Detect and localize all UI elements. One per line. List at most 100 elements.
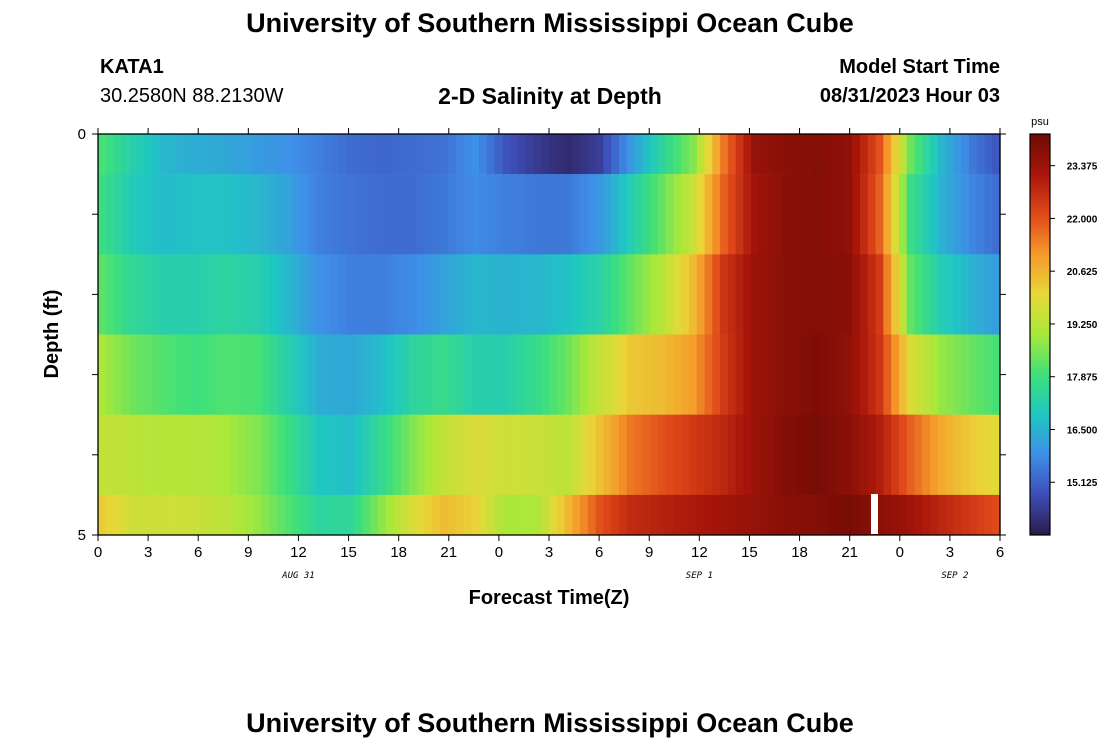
- heatmap-cell: [416, 174, 426, 255]
- heatmap-cell: [821, 334, 830, 415]
- heatmap-cell: [751, 134, 760, 175]
- heatmap-cell: [152, 414, 161, 496]
- heatmap-cell: [183, 134, 192, 175]
- heatmap-cell: [362, 414, 371, 496]
- heatmap-cell: [245, 494, 255, 536]
- colorbar-tick-label: 22.000: [1067, 214, 1098, 225]
- heatmap-cell: [502, 494, 511, 536]
- heatmap-cell: [479, 414, 488, 496]
- heatmap-cell: [424, 414, 433, 496]
- heatmap-cell: [401, 414, 410, 496]
- heatmap-cell: [696, 414, 706, 496]
- heatmap-cell: [346, 414, 356, 496]
- heatmap-cell: [704, 414, 713, 496]
- x-axis-title: Forecast Time(Z): [469, 587, 630, 609]
- heatmap-cell: [175, 134, 185, 175]
- heatmap-cell: [440, 134, 449, 175]
- heatmap-cell: [720, 494, 729, 536]
- heatmap-cell: [199, 494, 208, 536]
- heatmap-cell: [222, 494, 231, 536]
- model-start-value: 08/31/2023 Hour 03: [819, 85, 1000, 107]
- heatmap-cell: [626, 174, 636, 255]
- heatmap-cell: [688, 334, 698, 415]
- heatmap-cell: [813, 254, 822, 335]
- x-axis: 0 3 6 9 12 15 18 21 0 3 6 9 12 15 18 21 0 3 6 AUG 31 SEP 1 SE…: [94, 128, 1004, 581]
- heatmap-cell: [339, 414, 348, 496]
- heatmap-cell: [821, 414, 830, 496]
- heatmap-cell: [362, 174, 371, 255]
- heatmap-cell: [549, 254, 558, 335]
- heatmap-cell: [152, 494, 161, 536]
- heatmap-cell: [751, 334, 760, 415]
- heatmap-cell: [447, 254, 457, 335]
- heatmap-cell: [517, 134, 527, 175]
- heatmap-cell: [556, 174, 566, 255]
- heatmap-cell: [385, 254, 395, 335]
- heatmap-cell: [409, 494, 418, 536]
- heatmap-cell: [541, 334, 550, 415]
- heatmap-cell: [766, 494, 776, 536]
- heatmap-cell: [727, 334, 737, 415]
- heatmap-cell: [424, 134, 433, 175]
- heatmap-cell: [828, 414, 838, 496]
- heatmap-cell: [580, 174, 589, 255]
- heatmap-cell: [642, 254, 651, 335]
- heatmap-cell: [230, 334, 239, 415]
- heatmap-cell: [665, 494, 675, 536]
- heatmap-cell: [564, 134, 573, 175]
- heatmap-cell: [160, 334, 169, 415]
- heatmap-cell: [541, 254, 550, 335]
- heatmap-cell: [385, 494, 395, 536]
- x-tick-label: 18: [390, 544, 407, 561]
- heatmap-cell: [852, 414, 861, 496]
- heatmap-cell: [292, 174, 301, 255]
- heatmap-cell: [214, 174, 224, 255]
- heatmap-cell: [237, 254, 247, 335]
- heatmap-cell: [634, 414, 643, 496]
- heatmap-cell: [510, 134, 519, 175]
- heatmap-cell: [906, 174, 916, 255]
- x-tick-label: 3: [144, 544, 152, 561]
- heatmap-cell: [852, 134, 861, 175]
- heatmap-cell: [945, 414, 954, 496]
- heatmap-cell: [898, 254, 908, 335]
- heatmap-cell: [269, 334, 278, 415]
- heatmap-cell: [486, 254, 496, 335]
- heatmap-cell: [782, 174, 791, 255]
- heatmap-cell: [688, 414, 698, 496]
- heatmap-cell: [891, 494, 900, 536]
- heatmap-cell: [377, 334, 387, 415]
- heatmap-cell: [626, 334, 636, 415]
- heatmap-cell: [354, 254, 363, 335]
- heatmap-cell: [245, 174, 255, 255]
- heatmap-cell: [269, 254, 278, 335]
- heatmap-cell: [416, 414, 426, 496]
- heatmap-cell: [564, 334, 573, 415]
- heatmap-cell: [665, 134, 675, 175]
- heatmap-cell: [121, 134, 130, 175]
- heatmap-cell: [922, 254, 931, 335]
- heatmap-cell: [626, 494, 636, 536]
- heatmap-cell: [98, 254, 107, 335]
- heatmap-cell: [354, 494, 363, 536]
- heatmap-cell: [587, 134, 597, 175]
- heatmap-cell: [199, 334, 208, 415]
- heatmap-cell: [572, 254, 581, 335]
- x-date-label: AUG 31: [281, 571, 315, 581]
- heatmap-cell: [984, 254, 993, 335]
- heatmap-cell: [984, 414, 993, 496]
- heatmap-cell: [121, 414, 130, 496]
- heatmap-cell: [782, 414, 791, 496]
- heatmap-cell: [735, 134, 744, 175]
- heatmap-cell: [230, 174, 239, 255]
- heatmap-cell: [751, 174, 760, 255]
- heatmap-cell: [517, 334, 527, 415]
- footer-title: University of Southern Mississippi Ocean…: [246, 708, 854, 738]
- heatmap-cell: [237, 414, 247, 496]
- heatmap-cell: [339, 494, 348, 536]
- heatmap-cell: [688, 254, 698, 335]
- heatmap-cell: [463, 134, 472, 175]
- heatmap-cell: [346, 254, 356, 335]
- heatmap-cell: [611, 254, 620, 335]
